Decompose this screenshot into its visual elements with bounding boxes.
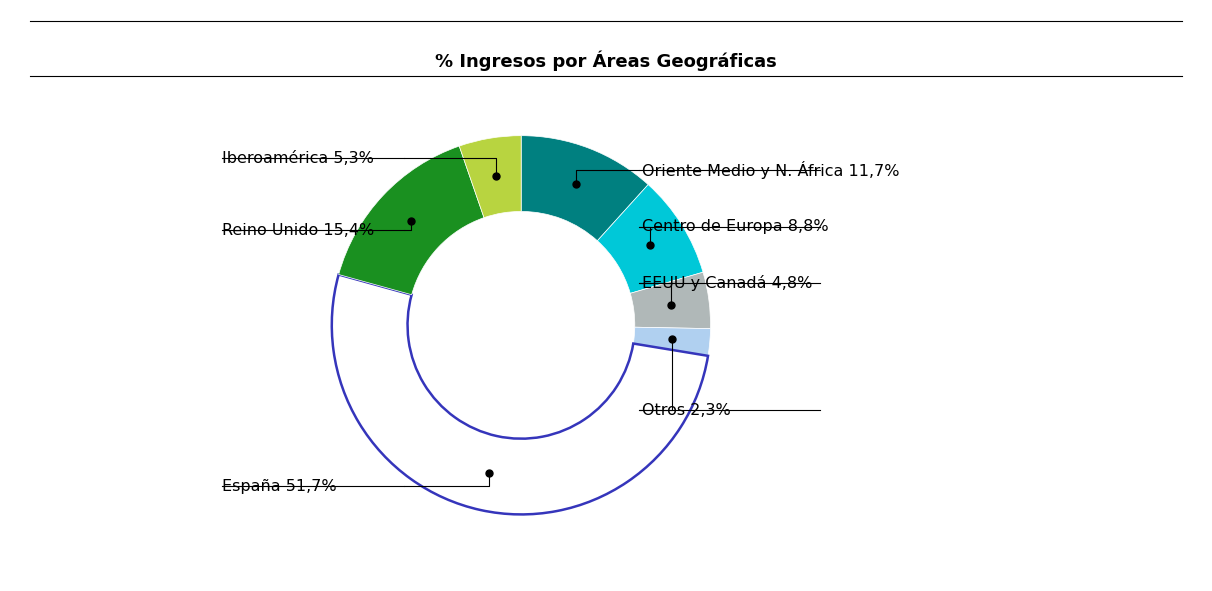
Text: Otros 2,3%: Otros 2,3% (642, 403, 731, 418)
Text: EEUU y Canadá 4,8%: EEUU y Canadá 4,8% (642, 275, 813, 291)
Wedge shape (459, 136, 521, 217)
Wedge shape (332, 274, 708, 514)
Text: Reino Unido 15,4%: Reino Unido 15,4% (222, 223, 375, 238)
Text: % Ingresos por Áreas Geográficas: % Ingresos por Áreas Geográficas (435, 50, 777, 71)
Text: España 51,7%: España 51,7% (222, 479, 337, 493)
Text: Iberoamérica 5,3%: Iberoamérica 5,3% (222, 151, 373, 166)
Text: Oriente Medio y N. África 11,7%: Oriente Medio y N. África 11,7% (642, 161, 899, 178)
Text: Centro de Europa 8,8%: Centro de Europa 8,8% (642, 219, 829, 234)
Wedge shape (598, 184, 703, 293)
Wedge shape (630, 272, 710, 329)
Wedge shape (521, 136, 648, 241)
Wedge shape (634, 327, 710, 356)
Wedge shape (338, 146, 484, 295)
